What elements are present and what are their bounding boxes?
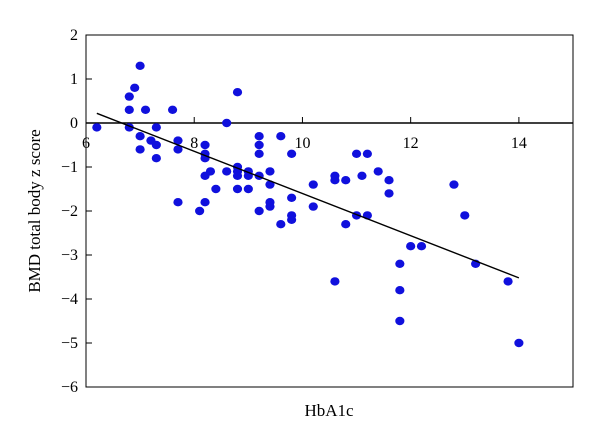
data-point	[200, 140, 210, 150]
y-axis-ticks: 2 1 0 −1 −2 −3 −4 −5 −6	[61, 27, 92, 396]
y-axis-title: BMD total body z score	[25, 129, 44, 292]
data-point	[514, 338, 524, 348]
data-point	[130, 83, 140, 93]
data-point	[254, 206, 264, 216]
x-tick-label: 12	[403, 135, 419, 152]
x-axis-title: HbA1c	[304, 401, 354, 420]
y-tick-label: −1	[61, 159, 78, 176]
data-point	[341, 220, 351, 229]
regression-line-layer	[96, 112, 520, 279]
data-point	[265, 167, 275, 176]
data-point	[135, 61, 145, 70]
data-point	[330, 176, 340, 185]
data-point	[173, 145, 183, 154]
data-point	[140, 105, 151, 115]
data-point	[124, 105, 134, 115]
data-point	[276, 220, 286, 229]
y-tick-label: −2	[61, 203, 78, 220]
y-tick-label: 1	[70, 71, 78, 88]
data-point	[395, 259, 405, 268]
y-tick-label: −3	[61, 247, 78, 264]
data-point	[173, 136, 183, 145]
data-point	[254, 140, 264, 150]
x-tick-label: 6	[82, 135, 90, 152]
data-point	[357, 171, 367, 180]
data-point	[211, 184, 221, 194]
data-point	[135, 132, 145, 141]
regression-line	[96, 112, 520, 279]
data-point	[341, 176, 351, 185]
x-tick-label: 8	[190, 135, 198, 152]
data-point	[195, 206, 205, 216]
data-point	[395, 286, 405, 295]
data-point	[243, 184, 253, 194]
data-point	[92, 123, 102, 132]
data-point	[151, 154, 161, 163]
data-point	[351, 149, 362, 158]
data-point	[222, 167, 232, 176]
data-point	[232, 88, 243, 97]
y-tick-label: −4	[61, 291, 78, 308]
data-point	[222, 118, 232, 128]
data-point	[416, 242, 427, 251]
data-point	[135, 145, 145, 154]
data-point	[330, 277, 340, 286]
data-point	[362, 149, 372, 158]
data-point	[308, 202, 318, 211]
data-point	[205, 167, 216, 176]
data-point	[460, 211, 470, 220]
x-tick-label: 14	[511, 135, 527, 152]
data-point	[173, 198, 183, 207]
data-point	[406, 242, 416, 251]
data-point	[151, 140, 161, 150]
data-point	[384, 189, 394, 198]
data-point	[287, 215, 297, 224]
data-point	[287, 149, 297, 158]
plot-area	[85, 34, 574, 388]
data-point	[373, 167, 383, 176]
y-tick-label: −5	[61, 335, 78, 352]
data-point	[503, 277, 513, 286]
data-point	[151, 123, 161, 132]
data-point	[395, 316, 405, 326]
x-tick-label: 10	[294, 135, 310, 152]
y-tick-label: 0	[70, 115, 78, 132]
data-point	[232, 184, 243, 194]
data-point	[449, 180, 459, 189]
data-point	[254, 149, 264, 158]
y-tick-label: −6	[61, 379, 78, 396]
data-point	[232, 171, 243, 180]
data-point	[124, 92, 134, 101]
x-axis-ticks: 6 8 10 12 14	[82, 117, 527, 152]
data-point	[265, 202, 275, 211]
data-point	[167, 105, 178, 115]
y-tick-label: 2	[70, 27, 78, 44]
data-points	[92, 61, 524, 348]
data-point	[384, 176, 394, 185]
data-point	[200, 198, 210, 207]
data-point	[276, 132, 286, 141]
data-point	[287, 193, 297, 202]
data-point	[308, 180, 318, 189]
data-point	[265, 180, 275, 189]
data-point	[254, 132, 264, 141]
